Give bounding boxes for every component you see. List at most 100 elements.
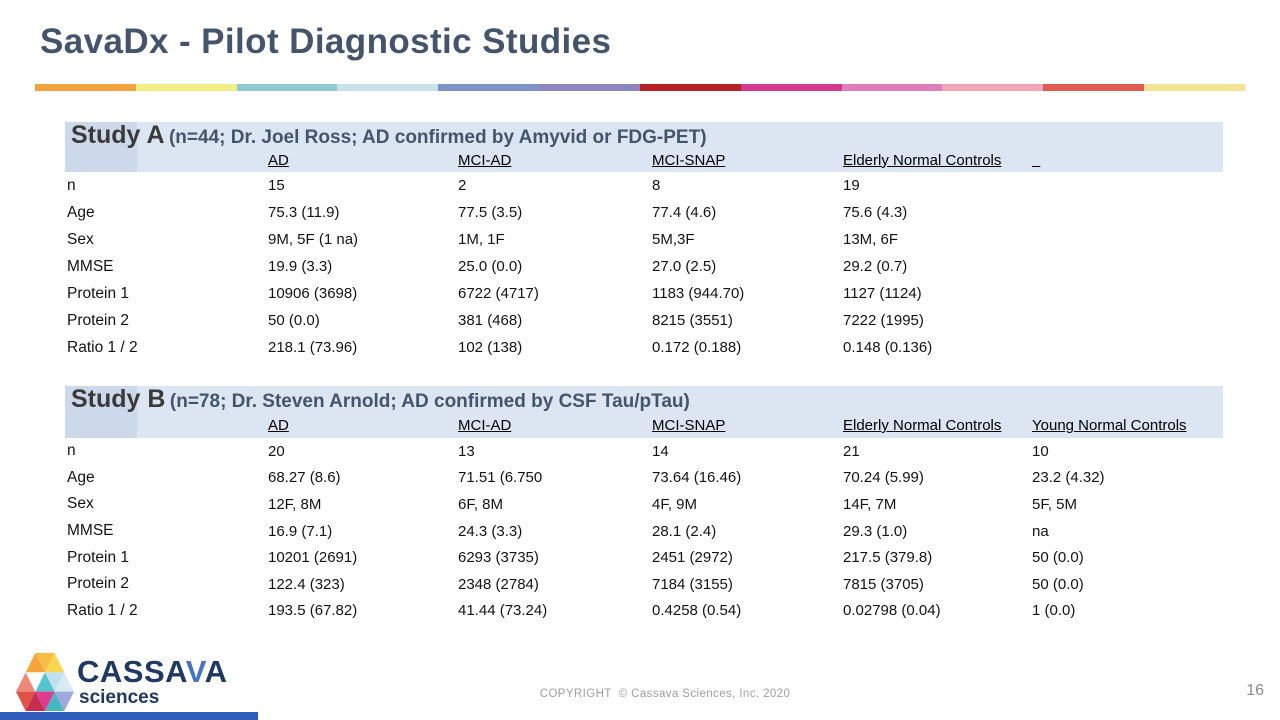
table-cell: 19 — [843, 177, 860, 194]
table-cell: 1183 (944.70) — [652, 285, 745, 302]
stripe-segment — [337, 84, 439, 91]
study-b-header-band-left — [65, 386, 137, 438]
logo-wordmark-v: V — [185, 654, 205, 689]
table-cell: 71.51 (6.750 — [458, 469, 543, 487]
row-label: Ratio 1 / 2 — [67, 601, 138, 619]
stripe-segment — [1043, 84, 1145, 91]
study-a-table: AD MCI-AD MCI-SNAP Elderly Normal Contro… — [65, 148, 1223, 361]
table-cell: 381 (468) — [458, 312, 523, 329]
table-cell-empty — [1032, 226, 1223, 253]
column-header-young-normal-controls: Young Normal Controls — [1032, 417, 1187, 434]
table-cell: 75.3 (11.9) — [268, 204, 340, 221]
table-cell: 6293 (3735) — [458, 549, 539, 567]
column-header-blank-underline — [1032, 148, 1223, 172]
table-cell-empty — [1032, 253, 1223, 280]
row-label: Protein 2 — [67, 311, 130, 329]
stripe-segment — [135, 84, 237, 91]
table-cell: 70.24 (5.99) — [843, 469, 924, 487]
page-title: SavaDx - Pilot Diagnostic Studies — [40, 22, 612, 61]
table-cell: 75.6 (4.3) — [843, 204, 908, 221]
bottom-blue-bar — [0, 712, 258, 720]
study-a-section: Study A (n=44; Dr. Joel Ross; AD confirm… — [65, 121, 1223, 364]
column-header-ad: AD — [268, 417, 289, 434]
table-cell: 50 (0.0) — [1032, 549, 1084, 567]
table-cell: 10201 (2691) — [268, 549, 358, 567]
table-cell: 6722 (4717) — [458, 285, 539, 302]
table-cell: 15 — [268, 177, 285, 194]
logo-hexagon-icon — [16, 653, 74, 711]
cassava-logo: CASSAVA sciences — [16, 648, 256, 714]
table-cell: 6F, 8M — [458, 495, 504, 513]
stripe-segment — [35, 84, 136, 91]
row-label: n — [67, 176, 76, 194]
column-header-spacer — [65, 148, 268, 172]
table-cell: 10906 (3698) — [268, 285, 358, 302]
page-number: 16 — [1246, 682, 1264, 699]
table-cell: 28.1 (2.4) — [652, 522, 717, 540]
table-cell: 0.172 (0.188) — [652, 339, 742, 356]
column-header-spacer — [65, 413, 268, 438]
stripe-segment — [942, 84, 1044, 91]
table-cell: 14F, 7M — [843, 495, 897, 513]
table-cell: 29.3 (1.0) — [843, 522, 908, 540]
table-cell: 12F, 8M — [268, 495, 322, 513]
row-label: MMSE — [67, 522, 114, 540]
table-cell: 68.27 (8.6) — [268, 469, 341, 487]
table-cell: 25.0 (0.0) — [458, 258, 523, 275]
table-cell: 2 — [458, 177, 467, 194]
table-cell: 0.148 (0.136) — [843, 339, 933, 356]
accent-color-stripe — [35, 84, 1245, 91]
row-label: Sex — [67, 230, 94, 248]
study-b-title: Study B — [71, 385, 166, 413]
row-label: MMSE — [67, 257, 114, 275]
logo-wordmark: CASSAVA — [77, 654, 228, 690]
table-cell: 29.2 (0.7) — [843, 258, 908, 275]
table-cell: 16.9 (7.1) — [268, 522, 333, 540]
row-label: Protein 1 — [67, 548, 130, 566]
table-cell: 21 — [843, 442, 860, 460]
column-header-ad: AD — [268, 151, 289, 169]
row-label: Protein 1 — [67, 284, 130, 302]
table-cell: 13M, 6F — [843, 231, 899, 248]
row-label: Ratio 1 / 2 — [67, 338, 138, 356]
study-a-header-band-left — [65, 122, 137, 172]
table-cell: 2451 (2972) — [652, 549, 733, 567]
table-cell: 2348 (2784) — [458, 575, 539, 593]
stripe-segment — [1144, 84, 1245, 91]
table-cell: 218.1 (73.96) — [268, 339, 358, 356]
column-header-mci-ad: MCI-AD — [458, 151, 512, 169]
table-cell: 14 — [652, 442, 669, 460]
stripe-segment — [740, 84, 842, 91]
table-cell: 77.5 (3.5) — [458, 204, 523, 221]
table-cell: 7222 (1995) — [843, 312, 924, 329]
table-cell: 73.64 (16.46) — [652, 469, 742, 487]
table-cell: 217.5 (379.8) — [843, 549, 933, 567]
row-label: Age — [67, 203, 95, 221]
study-b-heading: Study B (n=78; Dr. Steven Arnold; AD con… — [71, 384, 690, 418]
table-cell: 9M, 5F (1 na) — [268, 231, 359, 248]
study-b-header-band — [65, 386, 1223, 438]
study-a-title: Study A — [71, 121, 165, 149]
row-label: n — [67, 442, 76, 460]
table-cell: 50 (0.0) — [268, 312, 320, 329]
table-cell: 1M, 1F — [458, 231, 505, 248]
stripe-segment — [841, 84, 943, 91]
study-a-header-band — [65, 122, 1223, 172]
study-a-subtitle: (n=44; Dr. Joel Ross; AD confirmed by Am… — [168, 127, 707, 148]
table-cell: 10 — [1032, 442, 1049, 460]
table-cell-empty — [1032, 334, 1223, 361]
table-cell: 8 — [652, 177, 661, 194]
table-cell: 27.0 (2.5) — [652, 258, 717, 275]
stripe-segment — [639, 84, 741, 91]
study-b-table: AD MCI-AD MCI-SNAP Elderly Normal Contro… — [65, 413, 1223, 624]
table-cell: 1 (0.0) — [1032, 602, 1076, 620]
stripe-segment — [539, 84, 640, 91]
column-header-mci-snap: MCI-SNAP — [652, 417, 726, 434]
column-header-mci-ad: MCI-AD — [458, 417, 512, 434]
row-label: Protein 2 — [67, 575, 130, 593]
table-cell-empty — [1032, 199, 1223, 226]
table-cell: 20 — [268, 442, 285, 460]
table-cell: 19.9 (3.3) — [268, 258, 333, 275]
table-cell: 0.02798 (0.04) — [843, 602, 941, 620]
